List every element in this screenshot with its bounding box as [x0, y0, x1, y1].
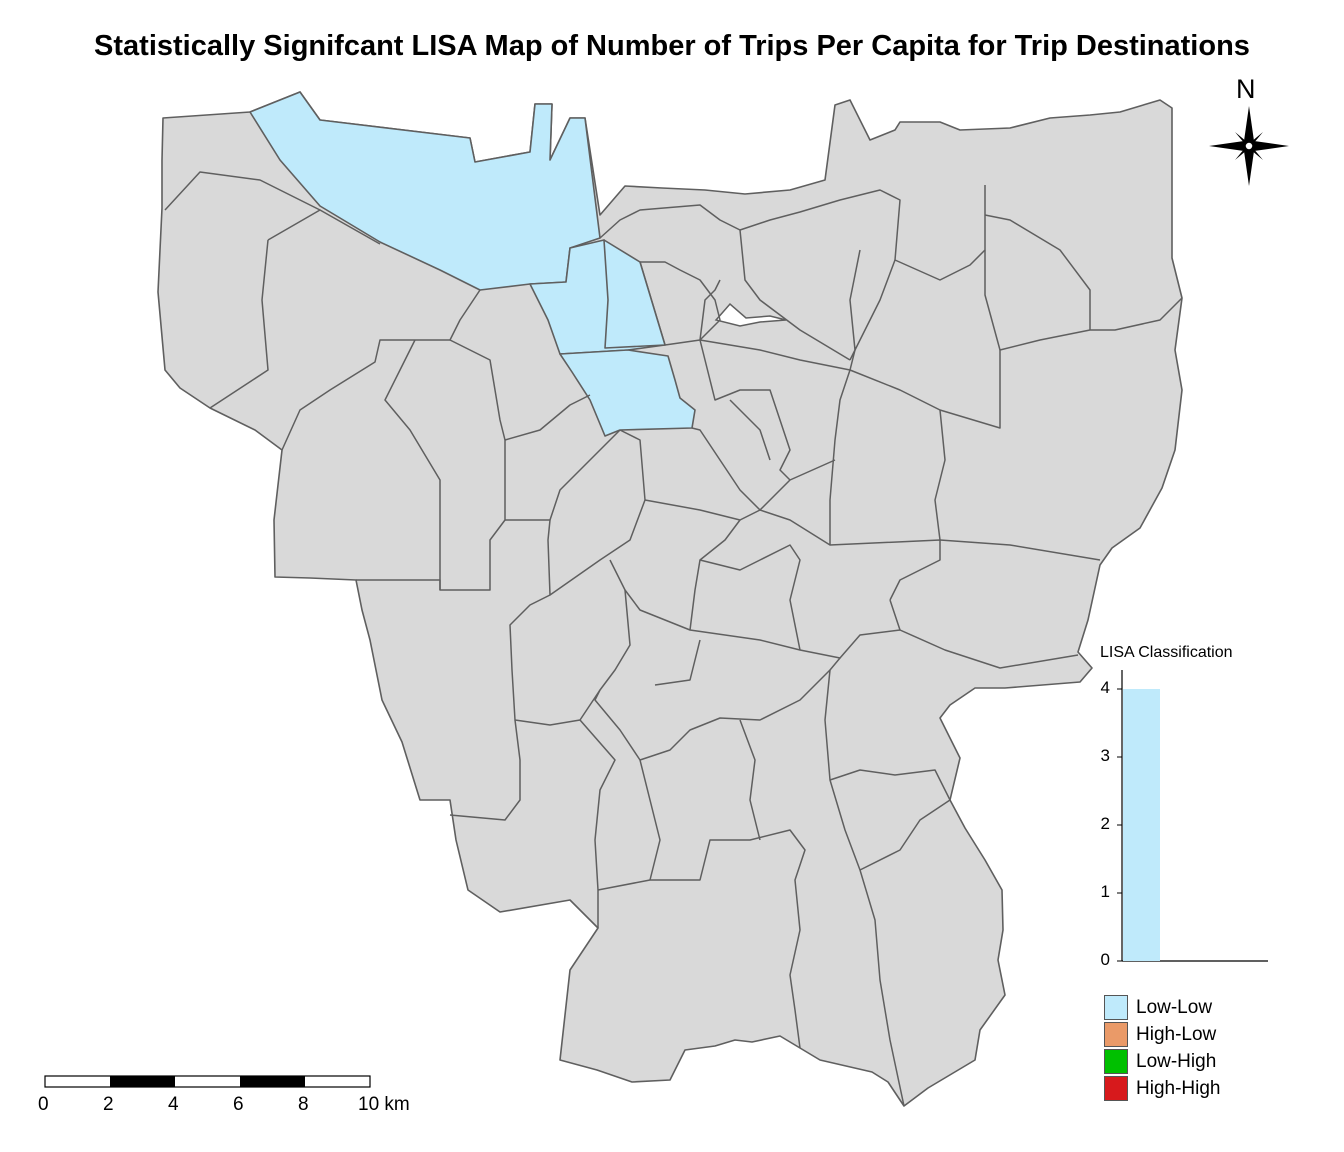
scale-label: 4 — [168, 1094, 179, 1115]
histogram-title: LISA Classification — [1100, 644, 1233, 661]
histogram-ytick: 3 — [1100, 746, 1110, 765]
scale-label: 6 — [233, 1094, 244, 1115]
legend-swatch — [1104, 1022, 1128, 1047]
map-enclave — [714, 302, 787, 327]
scale-label: 8 — [298, 1094, 309, 1115]
scale-label: 0 — [38, 1094, 49, 1115]
histogram-ytick: 4 — [1100, 678, 1110, 697]
legend-item-high-high: High-High — [1104, 1075, 1220, 1102]
histogram-ytick: 0 — [1100, 950, 1110, 969]
legend-item-low-high: Low-High — [1104, 1048, 1220, 1075]
histogram-ytick: 1 — [1100, 882, 1110, 901]
scale-label: 2 — [103, 1094, 114, 1115]
district-low-low-3 — [603, 239, 666, 349]
scale-bar — [44, 1075, 371, 1088]
legend-swatch — [1104, 1049, 1128, 1074]
map-title: Statistically Signifcant LISA Map of Num… — [94, 30, 1250, 62]
legend-item-high-low: High-Low — [1104, 1021, 1220, 1048]
district-low-low-4 — [559, 349, 696, 437]
legend-label: Low-High — [1136, 1050, 1217, 1072]
compass-rose-icon — [1209, 106, 1289, 186]
legend-swatch — [1104, 1076, 1128, 1101]
north-label: N — [1236, 74, 1256, 104]
histogram-bar-low-low — [1123, 689, 1160, 961]
district-boundaries — [164, 171, 1183, 1107]
district-low-low-1 — [249, 91, 601, 291]
legend: Low-Low High-Low Low-High High-High — [1104, 994, 1220, 1102]
city-outline — [157, 91, 1183, 1107]
scale-label: 10 km — [358, 1094, 410, 1115]
legend-label: High-High — [1136, 1077, 1221, 1099]
legend-item-low-low: Low-Low — [1104, 994, 1220, 1021]
legend-label: Low-Low — [1136, 996, 1213, 1018]
legend-label: High-Low — [1136, 1023, 1217, 1045]
legend-swatch — [1104, 995, 1128, 1020]
histogram-ytick: 2 — [1100, 814, 1110, 833]
